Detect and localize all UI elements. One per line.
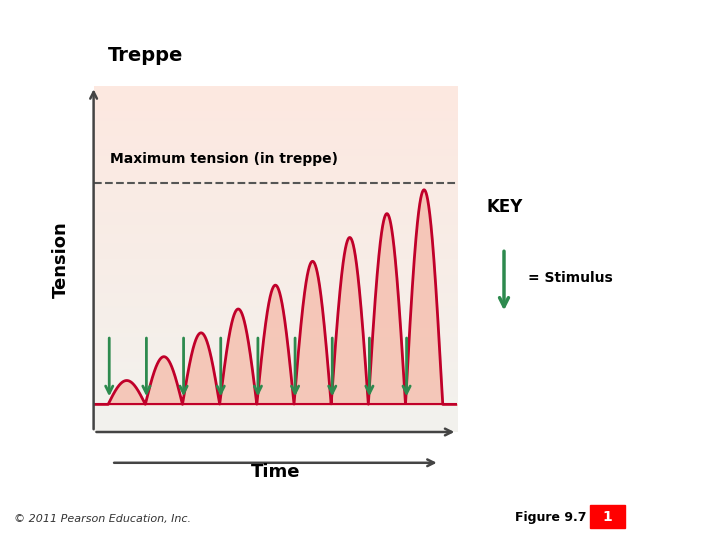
Text: Tension: Tension bbox=[52, 221, 70, 298]
Text: KEY: KEY bbox=[486, 198, 523, 216]
Text: = Stimulus: = Stimulus bbox=[528, 271, 613, 285]
Text: 1: 1 bbox=[603, 510, 613, 524]
Text: Treppe: Treppe bbox=[108, 46, 184, 65]
Text: Figure 9.7: Figure 9.7 bbox=[516, 511, 587, 524]
Text: Time: Time bbox=[251, 463, 300, 481]
Text: © 2011 Pearson Education, Inc.: © 2011 Pearson Education, Inc. bbox=[14, 514, 192, 524]
Text: Maximum tension (in treppe): Maximum tension (in treppe) bbox=[110, 152, 338, 166]
